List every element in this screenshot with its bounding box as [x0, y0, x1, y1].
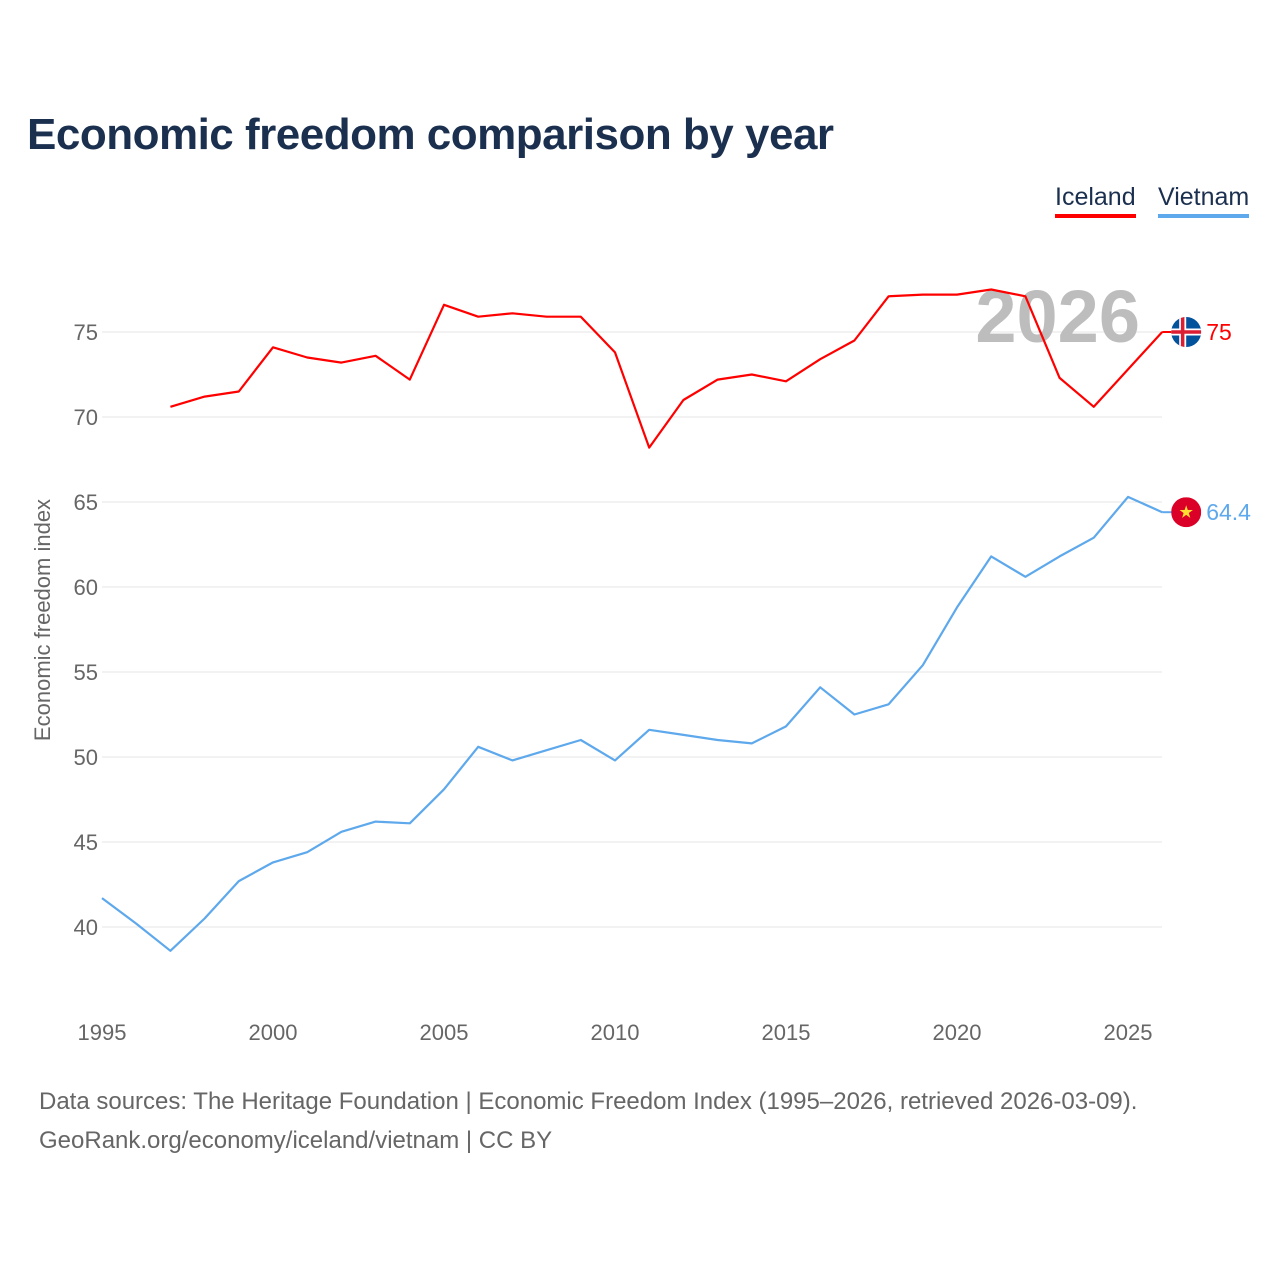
legend-vietnam[interactable]: Vietnam: [1158, 183, 1250, 218]
y-tick-label: 50: [74, 745, 98, 770]
y-tick-label: 40: [74, 915, 98, 940]
end-value-label: 75: [1206, 319, 1232, 345]
flag-star: [1179, 505, 1193, 518]
flag-body: [1171, 497, 1202, 528]
y-tick-label: 65: [74, 490, 98, 515]
flag-cross-red: [1171, 330, 1202, 334]
flag-body: [1171, 317, 1202, 347]
chart-title: Economic freedom comparison by year: [27, 110, 834, 159]
x-tick-label: 2005: [420, 1020, 469, 1045]
footer-link[interactable]: GeoRank.org/economy/iceland/vietnam | CC…: [39, 1127, 553, 1154]
end-value-label: 64.4: [1206, 499, 1251, 525]
vietnam-flag-icon: [1171, 497, 1202, 528]
y-axis-label: Economic freedom index: [30, 499, 55, 741]
legend-iceland[interactable]: Iceland: [1055, 183, 1136, 218]
footer-sources: Data sources: The Heritage Foundation | …: [39, 1088, 1138, 1115]
y-tick-label: 55: [74, 660, 98, 685]
x-tick-label: 2010: [591, 1020, 640, 1045]
x-tick-label: 2025: [1104, 1020, 1153, 1045]
y-tick-label: 45: [74, 830, 98, 855]
y-tick-label: 75: [74, 320, 98, 345]
year-watermark: 2026: [975, 275, 1140, 358]
x-tick-label: 1995: [78, 1020, 127, 1045]
y-tick-label: 60: [74, 575, 98, 600]
x-tick-label: 2015: [762, 1020, 811, 1045]
series-line-vietnam: [101, 495, 1163, 952]
x-tick-label: 2000: [249, 1020, 298, 1045]
y-tick-label: 70: [74, 405, 98, 430]
series-line-iceland: [170, 288, 1164, 449]
x-tick-label: 2020: [933, 1020, 982, 1045]
iceland-flag-icon: [1171, 317, 1202, 347]
